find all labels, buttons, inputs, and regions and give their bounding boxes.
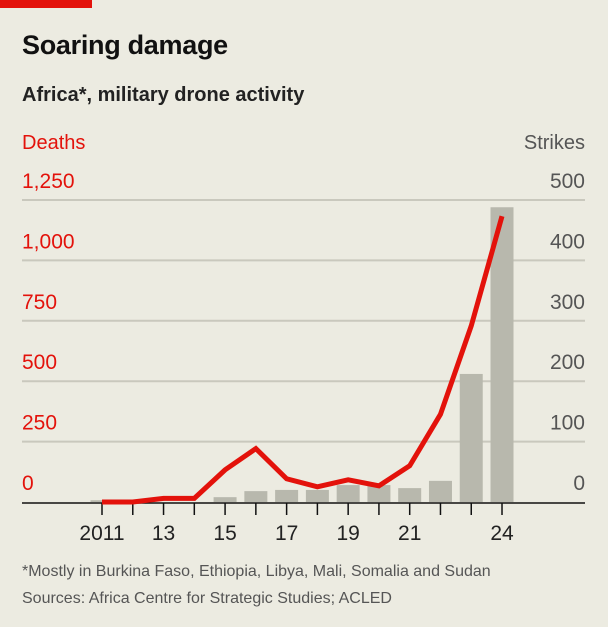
strikes-bar (490, 207, 514, 503)
x-tick-label: 19 (336, 522, 359, 545)
strikes-bar (459, 373, 483, 502)
chart: Deaths Strikes 0 0 250 100 500 200 750 300 1,000 40… (22, 132, 585, 545)
strikes-bar (367, 485, 391, 502)
right-tick-label: 400 (550, 230, 585, 253)
right-tick-label: 0 (573, 472, 585, 495)
left-tick-label: 1,000 (22, 230, 75, 253)
left-tick-label: 750 (22, 291, 57, 314)
left-tick-label: 1,250 (22, 170, 75, 193)
x-tick-label: 21 (398, 522, 421, 545)
strikes-bar (275, 489, 299, 502)
right-tick-label: 300 (550, 291, 585, 314)
strikes-bar (428, 480, 452, 502)
left-tick-label: 250 (22, 412, 57, 435)
x-tick-label: 13 (152, 522, 175, 545)
deaths-line (102, 215, 505, 505)
footnote: *Mostly in Burkina Faso, Ethiopia, Libya… (22, 563, 491, 580)
x-tick-label: 17 (275, 522, 298, 545)
right-tick-label: 100 (550, 412, 585, 435)
strikes-bar (336, 485, 360, 502)
left-axis-title: Deaths (22, 132, 85, 154)
strikes-bar (398, 488, 422, 502)
strikes-bar (244, 491, 268, 502)
right-tick-label: 200 (550, 351, 585, 374)
strikes-bar (305, 489, 329, 502)
right-axis-title: Strikes (524, 132, 585, 154)
x-tick-label: 15 (213, 522, 236, 545)
strikes-bar (213, 497, 237, 502)
brand-bar (0, 0, 92, 8)
x-tick-label: 24 (490, 522, 514, 545)
left-tick-label: 0 (22, 472, 34, 495)
sources: Sources: Africa Centre for Strategic Stu… (22, 590, 392, 607)
chart-subtitle: Africa*, military drone activity (22, 84, 305, 106)
x-tick-label: 2011 (79, 522, 124, 545)
left-tick-label: 500 (22, 351, 57, 374)
right-tick-label: 500 (550, 170, 585, 193)
chart-title: Soaring damage (22, 30, 228, 60)
